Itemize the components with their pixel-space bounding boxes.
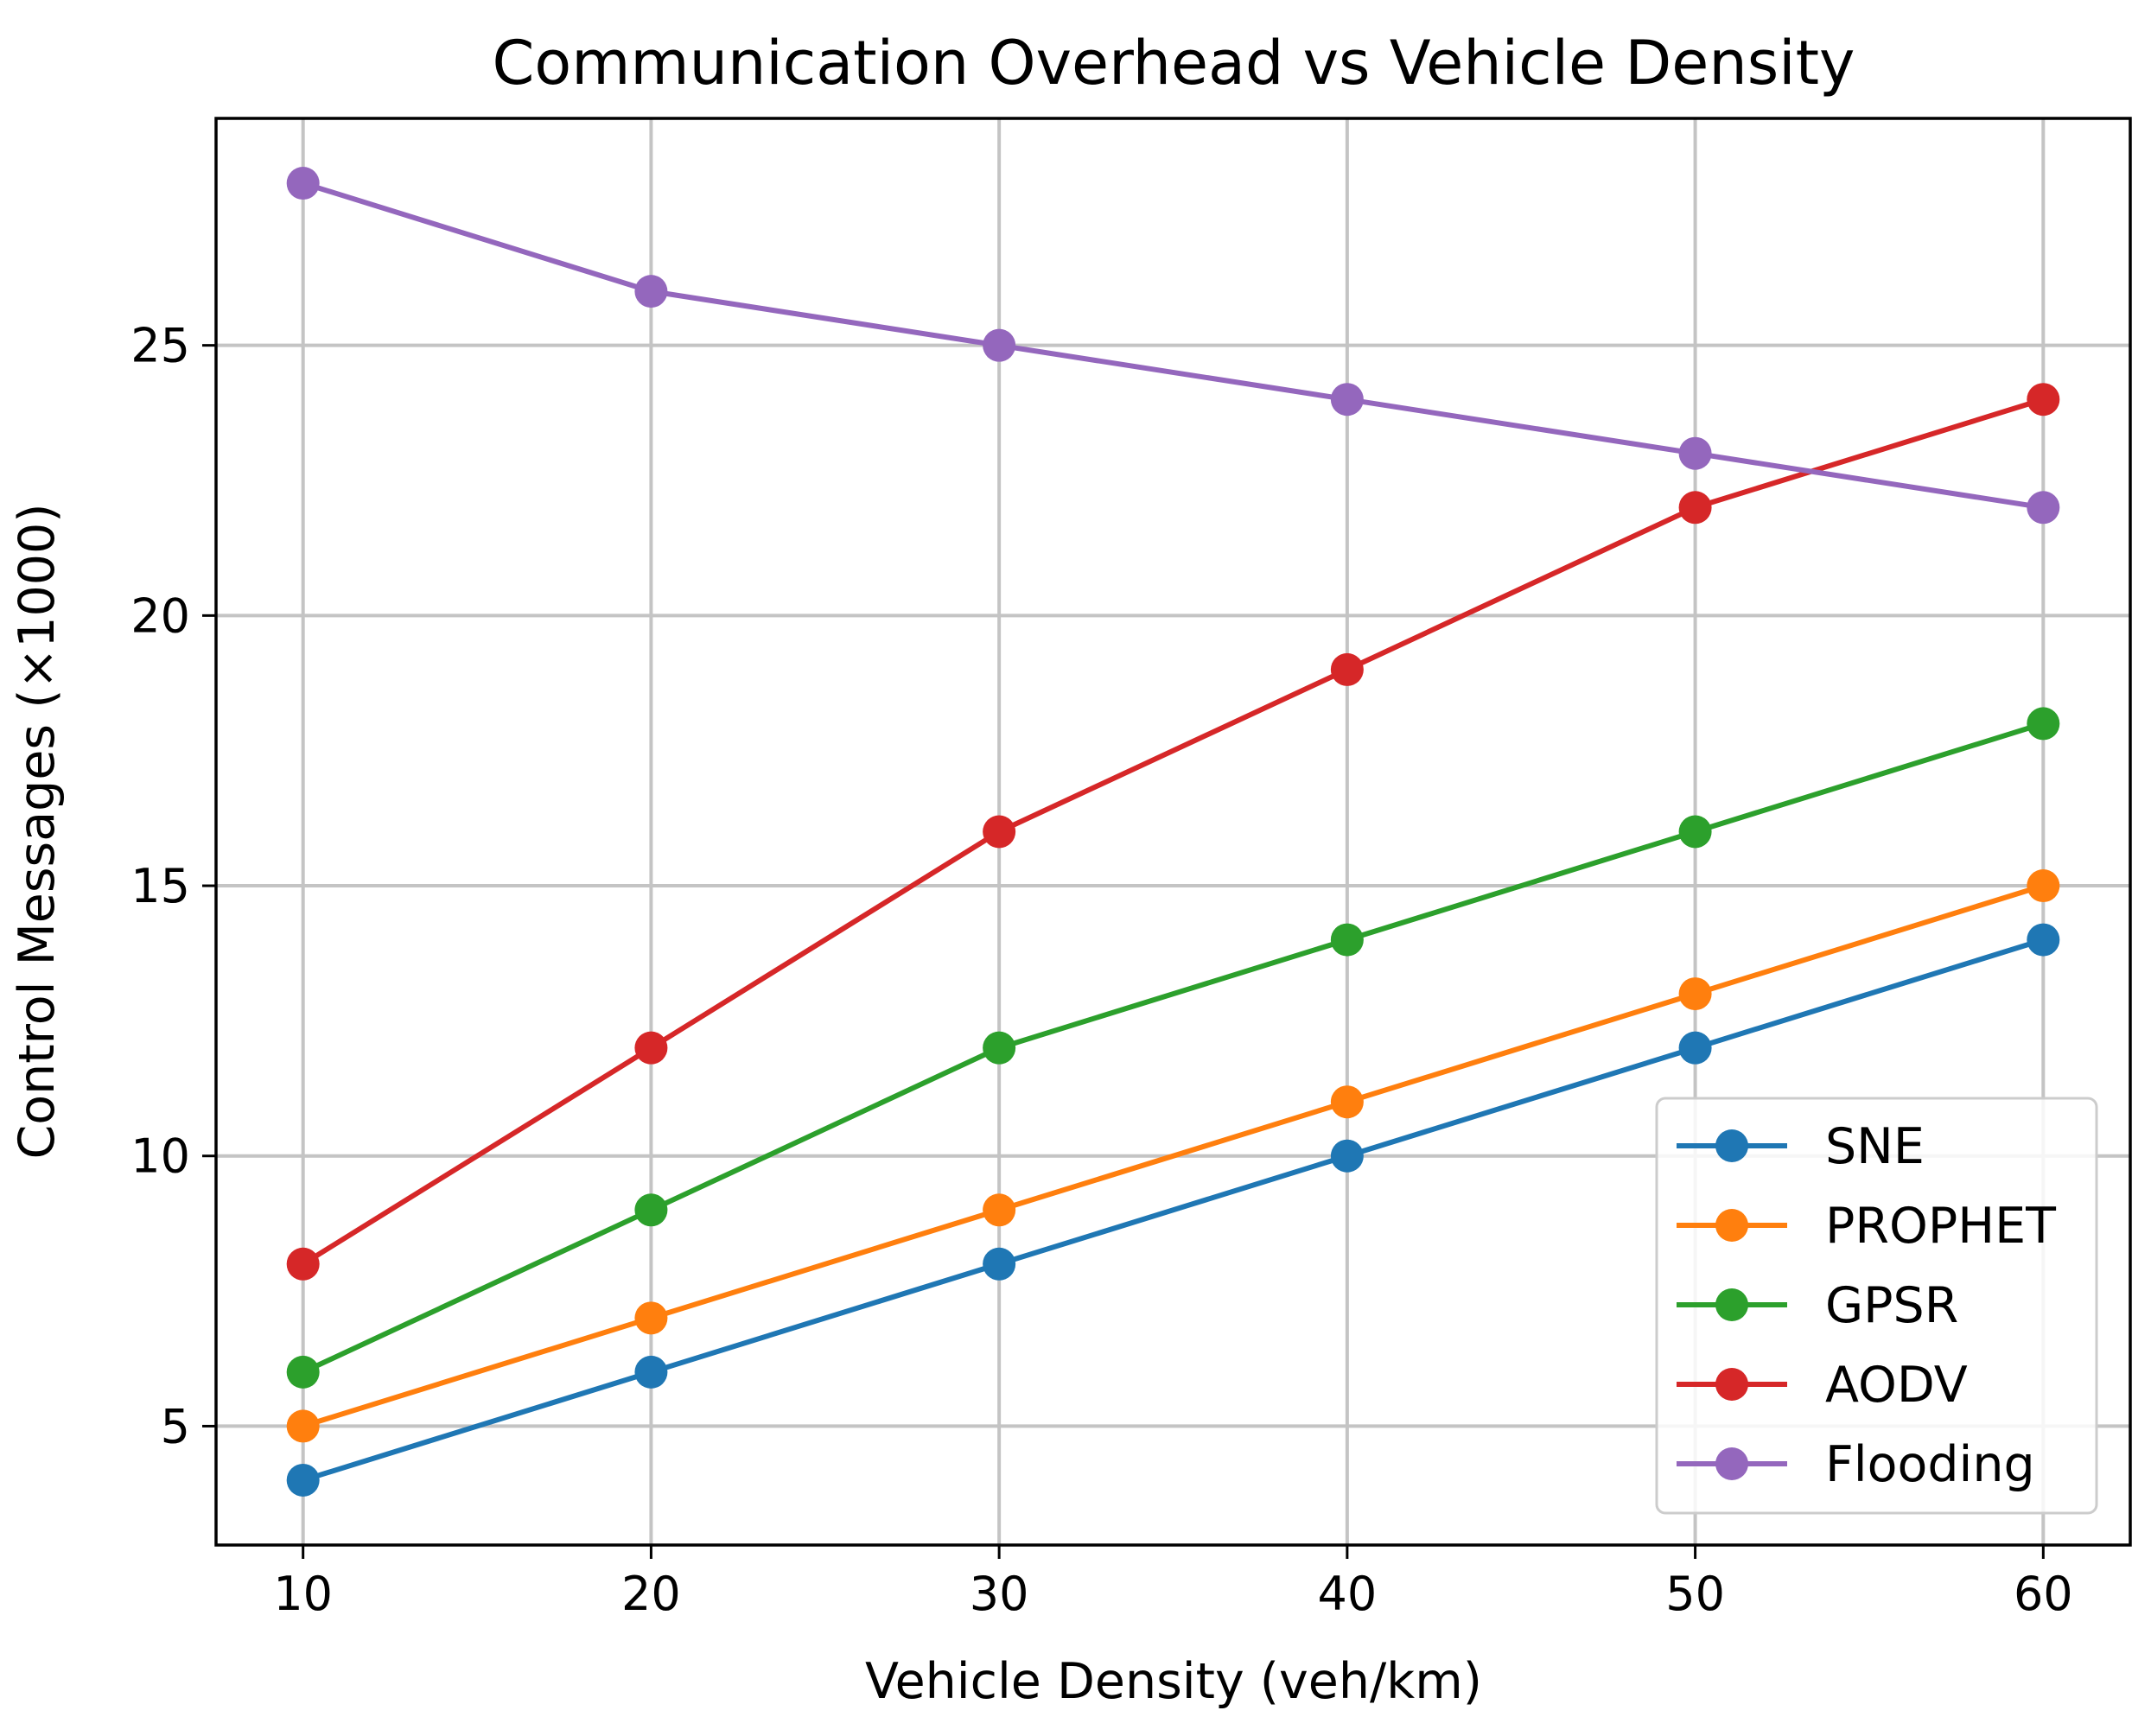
data-point-sne xyxy=(1330,1139,1364,1173)
y-tick-label: 5 xyxy=(161,1399,190,1453)
x-tick-label: 40 xyxy=(1318,1567,1378,1621)
y-axis-label: Control Messages (×1000) xyxy=(9,503,66,1159)
data-point-flooding xyxy=(1678,436,1712,470)
data-point-sne xyxy=(1678,1031,1712,1065)
series-group xyxy=(286,167,2060,1497)
x-tick-label: 10 xyxy=(273,1567,333,1621)
legend-label-flooding: Flooding xyxy=(1825,1436,2035,1493)
x-tick-label: 60 xyxy=(2014,1567,2073,1621)
data-point-aodv xyxy=(2027,383,2060,417)
legend-label-sne: SNE xyxy=(1825,1118,1925,1175)
legend-label-aodv: AODV xyxy=(1825,1357,1968,1414)
data-point-gpsr xyxy=(1330,923,1364,957)
data-point-aodv xyxy=(1678,491,1712,525)
legend: SNE PROPHET GPSR AODV Flooding xyxy=(1655,1097,2098,1515)
legend-marker-aodv xyxy=(1715,1368,1748,1401)
series-prophet xyxy=(286,869,2060,1443)
y-tick-label: 15 xyxy=(130,859,190,913)
legend-frame xyxy=(1655,1097,2098,1515)
data-point-prophet xyxy=(983,1193,1016,1227)
series-line-flooding xyxy=(302,181,2044,511)
data-point-prophet xyxy=(286,1409,320,1443)
x-tick-label: 30 xyxy=(970,1567,1029,1621)
data-point-prophet xyxy=(1678,977,1712,1011)
series-gpsr xyxy=(286,707,2060,1389)
x-tick-label: 20 xyxy=(621,1567,681,1621)
data-point-gpsr xyxy=(983,1031,1016,1065)
data-point-prophet xyxy=(634,1301,668,1335)
data-point-gpsr xyxy=(286,1355,320,1389)
y-tick-label: 25 xyxy=(130,319,190,373)
legend-marker-gpsr xyxy=(1715,1288,1748,1321)
legend-marker-prophet xyxy=(1715,1209,1748,1242)
data-point-sne xyxy=(286,1463,320,1497)
data-point-flooding xyxy=(634,275,668,308)
y-tick-label: 20 xyxy=(130,588,190,643)
legend-item-sne: SNE xyxy=(1677,1118,1925,1175)
data-point-flooding xyxy=(983,328,1016,362)
data-point-prophet xyxy=(2027,869,2060,903)
y-axis-ticks: 5 10 15 20 25 xyxy=(130,319,216,1453)
x-axis-ticks: 10 20 30 40 50 60 xyxy=(273,1545,2073,1621)
series-line-prophet xyxy=(302,883,2045,1429)
legend-marker-sne xyxy=(1715,1129,1748,1162)
data-point-sne xyxy=(634,1355,668,1389)
series-line-gpsr xyxy=(302,721,2045,1375)
legend-item-gpsr: GPSR xyxy=(1677,1277,1958,1334)
legend-marker-flooding xyxy=(1715,1447,1748,1480)
series-aodv xyxy=(286,383,2060,1281)
data-point-flooding xyxy=(1330,383,1364,417)
data-point-sne xyxy=(983,1247,1016,1281)
data-point-gpsr xyxy=(1678,815,1712,849)
data-point-aodv xyxy=(634,1031,668,1065)
data-point-aodv xyxy=(1330,652,1364,686)
legend-item-flooding: Flooding xyxy=(1677,1436,2035,1493)
y-tick-label: 10 xyxy=(130,1129,190,1184)
data-point-flooding xyxy=(2027,491,2060,525)
data-point-aodv xyxy=(983,815,1016,849)
data-point-sne xyxy=(2027,923,2060,957)
legend-label-prophet: PROPHET xyxy=(1825,1198,2056,1255)
data-point-prophet xyxy=(1330,1085,1364,1119)
series-flooding xyxy=(286,167,2060,525)
series-line-sne xyxy=(302,937,2045,1483)
x-tick-label: 50 xyxy=(1665,1567,1725,1621)
legend-item-prophet: PROPHET xyxy=(1677,1198,2056,1255)
data-point-gpsr xyxy=(634,1193,668,1227)
x-axis-label: Vehicle Density (veh/km) xyxy=(865,1653,1482,1710)
legend-item-aodv: AODV xyxy=(1677,1357,1968,1414)
data-point-aodv xyxy=(286,1247,320,1281)
data-point-gpsr xyxy=(2027,707,2060,741)
legend-label-gpsr: GPSR xyxy=(1825,1277,1958,1334)
data-point-flooding xyxy=(286,167,320,200)
series-sne xyxy=(286,923,2060,1497)
plot-area-frame xyxy=(214,117,2132,1547)
series-line-aodv xyxy=(302,397,2045,1267)
chart-title: Communication Overhead vs Vehicle Densit… xyxy=(493,28,1855,99)
